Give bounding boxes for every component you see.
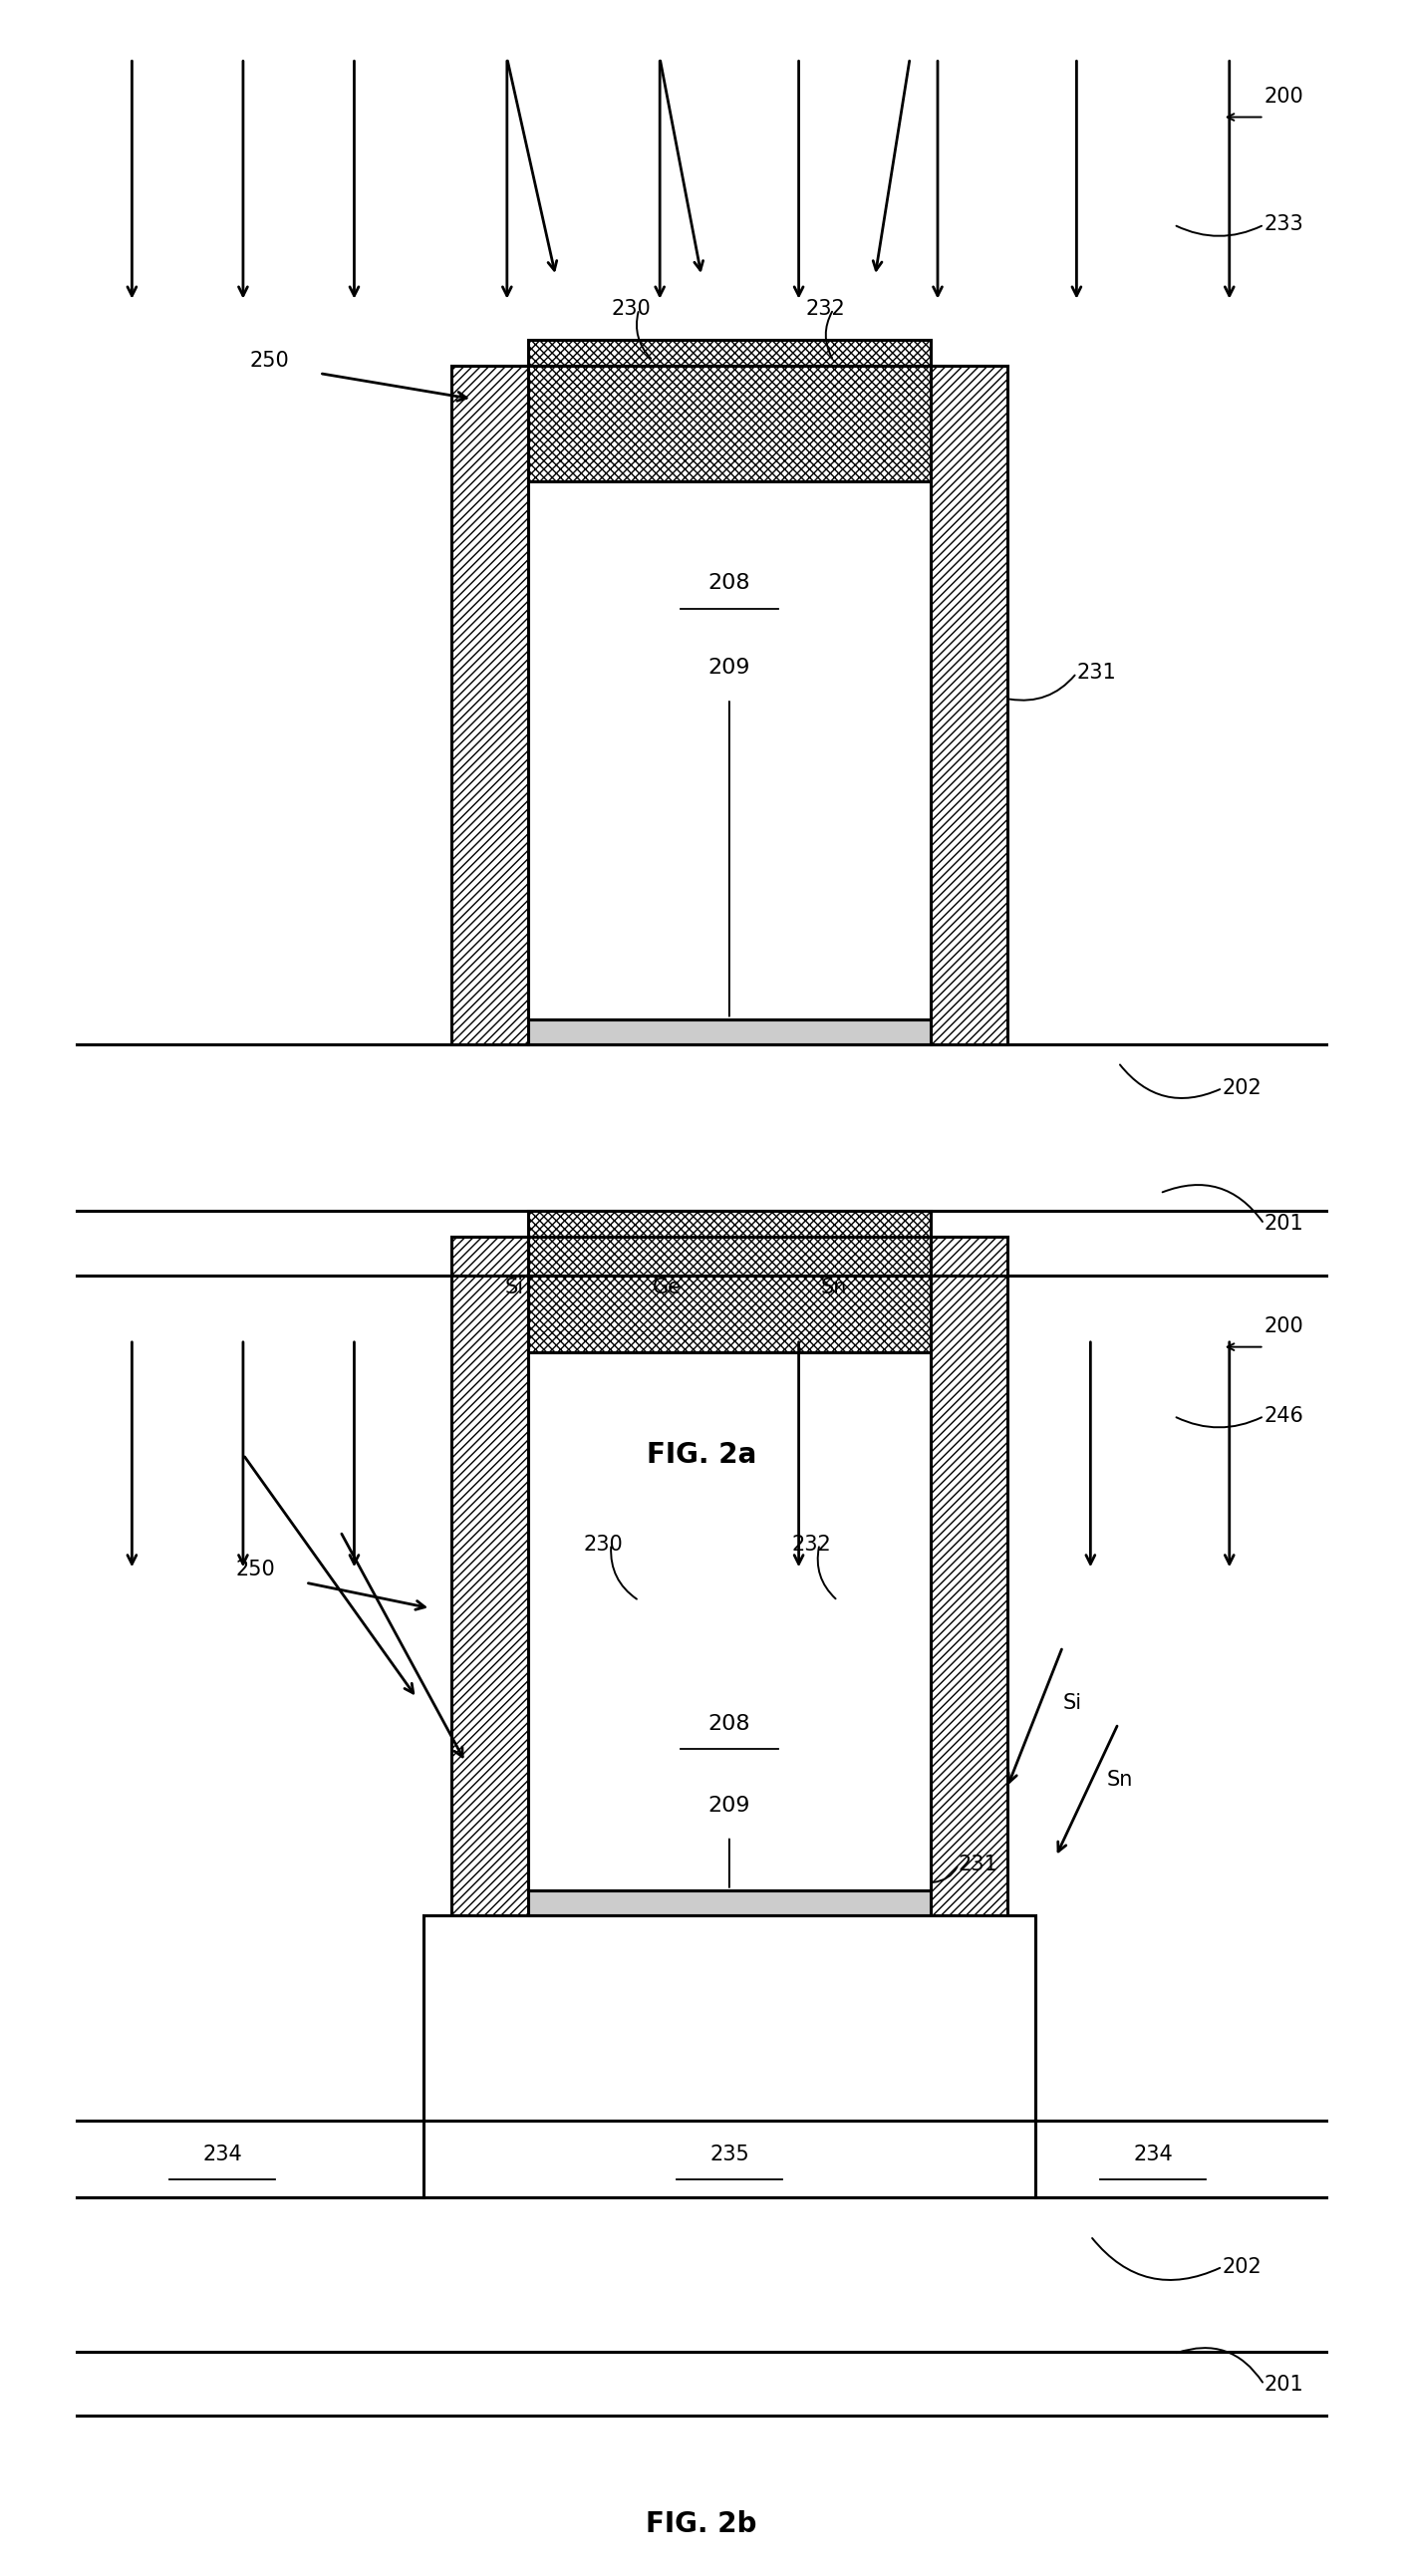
Text: 201: 201 — [1264, 2375, 1303, 2396]
Text: 202: 202 — [1222, 2257, 1263, 2277]
Text: 250: 250 — [250, 350, 289, 371]
Text: 235: 235 — [710, 2143, 749, 2164]
Text: 234: 234 — [1134, 2143, 1173, 2164]
Text: 233: 233 — [1264, 214, 1303, 234]
Text: Sn: Sn — [821, 1278, 846, 1298]
Bar — [528, 1352, 930, 1891]
Text: FIG. 2b: FIG. 2b — [645, 2512, 758, 2537]
Text: Sn: Sn — [1107, 1770, 1134, 1790]
Text: 232: 232 — [805, 299, 845, 319]
Text: FIG. 2a: FIG. 2a — [647, 1440, 756, 1468]
Text: Si: Si — [1062, 1692, 1082, 1713]
Bar — [528, 340, 930, 482]
Text: 208: 208 — [709, 574, 751, 592]
Bar — [528, 1211, 930, 1352]
Bar — [528, 482, 930, 1020]
Text: 200: 200 — [1264, 88, 1303, 106]
Text: 209: 209 — [709, 657, 751, 677]
Bar — [424, 1917, 1035, 2120]
Bar — [930, 1236, 1007, 1917]
Bar — [930, 366, 1007, 1046]
Text: Ge: Ge — [652, 1278, 682, 1298]
Text: 250: 250 — [236, 1561, 276, 1579]
Text: 234: 234 — [202, 2143, 243, 2164]
Text: 231: 231 — [958, 1855, 998, 1875]
Text: 202: 202 — [1222, 1079, 1263, 1097]
Text: 230: 230 — [584, 1535, 623, 1553]
Text: 230: 230 — [612, 299, 651, 319]
Text: 200: 200 — [1264, 1316, 1303, 1337]
Text: 201: 201 — [1264, 1213, 1303, 1234]
Bar — [452, 366, 528, 1046]
Text: 246: 246 — [1264, 1406, 1303, 1427]
Text: 231: 231 — [1076, 662, 1117, 683]
Text: 208: 208 — [709, 1713, 751, 1734]
Text: 209: 209 — [709, 1795, 751, 1816]
Bar — [452, 1236, 528, 1917]
Text: Si: Si — [505, 1278, 523, 1298]
Bar — [528, 1020, 930, 1046]
Text: 232: 232 — [791, 1535, 832, 1553]
Bar — [528, 1891, 930, 1917]
